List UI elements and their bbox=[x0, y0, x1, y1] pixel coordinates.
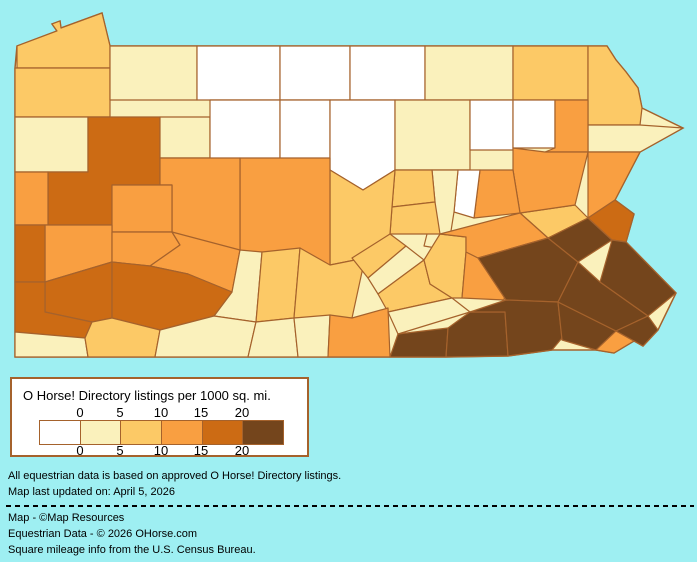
county-columbia bbox=[473, 169, 521, 219]
county-forest bbox=[159, 116, 211, 159]
county-beaver bbox=[14, 224, 46, 283]
legend-tick: 15 bbox=[193, 443, 209, 458]
county-lancaster bbox=[469, 299, 563, 357]
county-clarion bbox=[111, 184, 173, 233]
pennsylvania-county-choropleth bbox=[14, 12, 685, 358]
legend-swatch-1 bbox=[80, 421, 122, 444]
county-franklin bbox=[327, 307, 391, 358]
pennsylvania-map bbox=[14, 12, 685, 358]
county-bradford bbox=[424, 45, 514, 101]
county-fulton bbox=[293, 314, 331, 358]
legend: O Horse! Directory listings per 1000 sq.… bbox=[10, 377, 309, 458]
legend-tick: 10 bbox=[153, 443, 169, 458]
legend-tick: 5 bbox=[116, 405, 124, 420]
county-mercer bbox=[14, 116, 89, 173]
county-lycoming bbox=[394, 99, 471, 171]
county-warren bbox=[109, 45, 198, 101]
county-tioga bbox=[349, 45, 426, 101]
county-philadelphia bbox=[615, 315, 659, 347]
county-mckean bbox=[196, 45, 281, 101]
county-erie bbox=[16, 12, 111, 69]
legend-swatch-5 bbox=[243, 421, 284, 444]
legend-color-ramp bbox=[39, 420, 284, 445]
county-union bbox=[391, 169, 436, 208]
data-source-note: All equestrian data is based on approved… bbox=[8, 470, 342, 482]
county-cameron bbox=[279, 99, 331, 161]
legend-swatch-2 bbox=[121, 421, 163, 444]
county-bucks bbox=[599, 239, 677, 317]
county-snyder bbox=[389, 201, 441, 235]
county-huntingdon bbox=[293, 247, 366, 319]
dashed-separator bbox=[6, 505, 694, 507]
county-potter bbox=[279, 45, 351, 101]
legend-swatch-4 bbox=[202, 421, 244, 444]
county-clearfield bbox=[239, 157, 331, 266]
county-blair bbox=[255, 247, 301, 323]
county-crawford bbox=[14, 67, 111, 118]
county-bedford bbox=[247, 317, 299, 358]
county-wyoming bbox=[512, 99, 556, 149]
legend-tick: 5 bbox=[116, 443, 124, 458]
legend-tick: 10 bbox=[153, 405, 169, 420]
legend-ticks-bottom: 0 5 10 15 20 bbox=[12, 443, 307, 458]
county-elk bbox=[209, 99, 281, 161]
legend-tick: 0 bbox=[76, 405, 84, 420]
county-lawrence bbox=[14, 171, 49, 226]
legend-title: O Horse! Directory listings per 1000 sq.… bbox=[23, 388, 271, 403]
county-northampton bbox=[587, 199, 635, 243]
census-credit: Square mileage info from the U.S. Census… bbox=[8, 544, 256, 556]
county-pike bbox=[587, 124, 684, 153]
legend-swatch-3 bbox=[162, 421, 203, 444]
legend-tick: 0 bbox=[76, 443, 84, 458]
last-updated-note: Map last updated on: April 5, 2026 bbox=[8, 486, 175, 498]
map-credit: Map - ©Map Resources bbox=[8, 512, 125, 524]
county-susquehanna bbox=[512, 45, 589, 101]
legend-tick: 20 bbox=[234, 405, 250, 420]
legend-swatch-0 bbox=[40, 421, 81, 444]
county-wayne bbox=[587, 45, 643, 126]
legend-ticks-top: 0 5 10 15 20 bbox=[12, 405, 307, 420]
legend-tick: 15 bbox=[193, 405, 209, 420]
county-sullivan bbox=[469, 99, 514, 151]
equestrian-data-credit: Equestrian Data - © 2026 OHorse.com bbox=[8, 528, 198, 540]
legend-tick: 20 bbox=[234, 443, 250, 458]
